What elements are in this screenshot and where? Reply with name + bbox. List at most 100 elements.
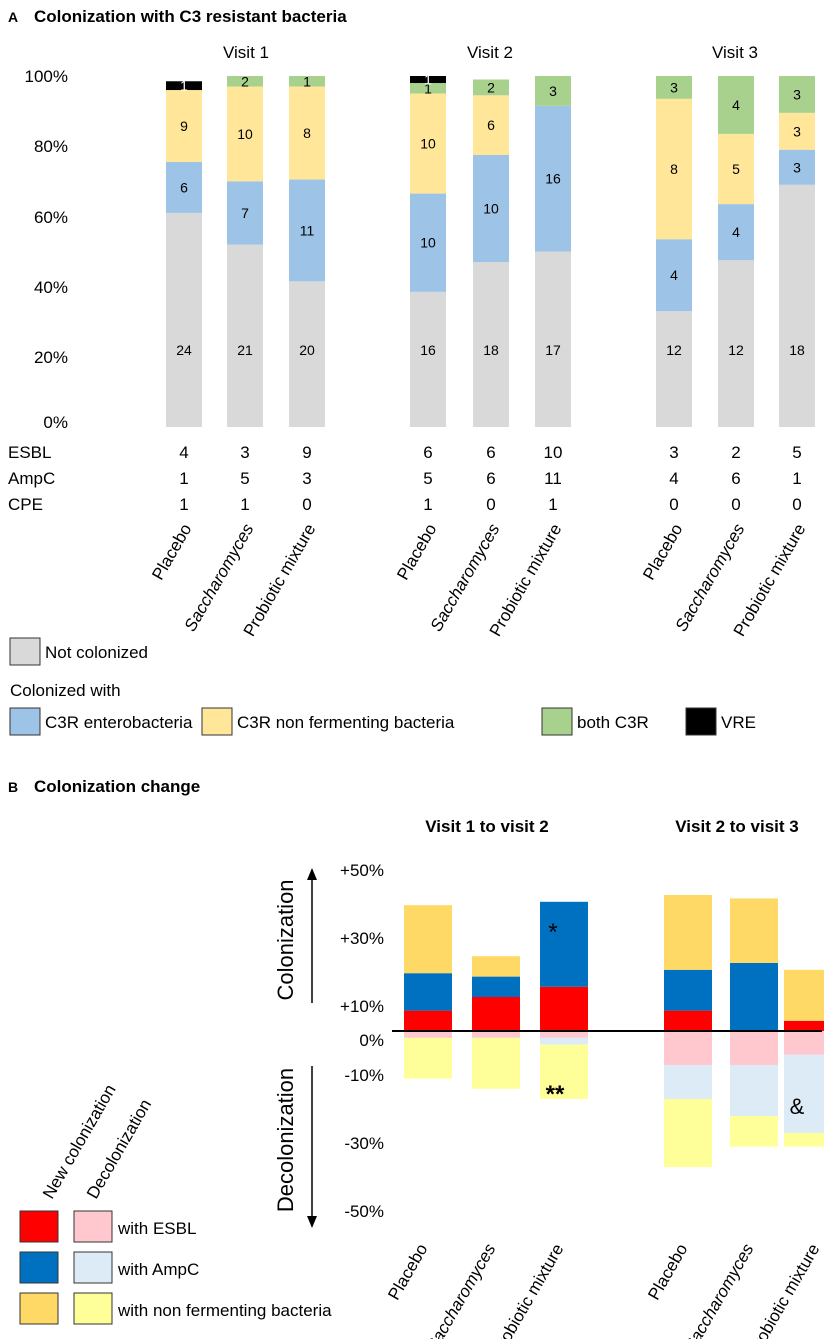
bar-count-label: 1: [303, 73, 311, 89]
bar-count-label: 1: [180, 78, 188, 94]
period-1-label: Visit 1 to visit 2: [425, 817, 548, 836]
bar-segment-decol: [664, 1099, 712, 1167]
bar-count-label: 10: [237, 126, 253, 142]
count-ampc-v3-probiotic: 1: [792, 469, 801, 488]
count-cpe-v3-probiotic: 0: [792, 495, 801, 514]
bar-count-label: 17: [545, 342, 561, 358]
bar-segment: [227, 181, 263, 245]
bar-segment-new: [540, 986, 588, 1031]
bar-count-label: 8: [303, 125, 311, 141]
bar-segment: [535, 76, 571, 106]
bar-count-label: 9: [180, 118, 188, 134]
count-cpe-v1-placebo: 1: [179, 495, 188, 514]
bar-count-label: 3: [549, 83, 557, 99]
count-ampc-v1-sacch: 5: [240, 469, 249, 488]
bar-count-label: 5: [732, 161, 740, 177]
bar-count-label: 1: [424, 80, 432, 96]
bar-count-label: 4: [670, 267, 678, 283]
bar-segment-new: [664, 895, 712, 970]
bar-count-label: 20: [299, 342, 315, 358]
bar-segment: [473, 95, 509, 155]
bar-segment-new: [730, 898, 778, 963]
b-ytick-plus30: +30%: [340, 929, 384, 948]
bar-segment-decol: [664, 1065, 712, 1099]
bar-count-label: 3: [670, 79, 678, 95]
count-ampc-v3-sacch: 6: [731, 469, 740, 488]
bar-segment-decol: [730, 1031, 778, 1065]
row-label-esbl: ESBL: [8, 443, 51, 462]
bar-segment-new: [730, 963, 778, 1031]
bar-segment-new: [540, 901, 588, 987]
bar-segment-new: [664, 969, 712, 1011]
bar-segment: [166, 81, 202, 91]
bar-segment-decol: [472, 1037, 520, 1089]
legend-new-esbl-swatch: [19, 1210, 59, 1243]
panel-b-bars: [404, 895, 824, 1167]
bar-count-label: 12: [728, 342, 744, 358]
legend-colonized-with: Colonized with: [10, 681, 121, 700]
bar-count-label: 4: [732, 224, 740, 240]
axis-decolonization-label: Decolonization: [273, 1068, 298, 1212]
row-label-ampc: AmpC: [8, 469, 55, 488]
axis-colonization-label: Colonization: [273, 879, 298, 1000]
bar-segment-decol: [784, 1054, 824, 1133]
count-esbl-v3-probiotic: 5: [792, 443, 801, 462]
bar-segment: [410, 83, 446, 94]
legend-decol-esbl-swatch: [73, 1210, 113, 1243]
bar-segment: [718, 133, 754, 205]
bar-count-label: 16: [420, 342, 436, 358]
legend-label-not-colonized: Not colonized: [45, 643, 148, 662]
bar-segment-decol: [540, 1044, 588, 1099]
count-cpe-v1-sacch: 1: [240, 495, 249, 514]
a-ytick-0: 0%: [43, 413, 68, 432]
bar-count-label: 11: [300, 222, 315, 238]
bar-segment-new: [404, 1010, 452, 1031]
bar-segment: [656, 311, 692, 427]
b-ytick-plus50: +50%: [340, 861, 384, 880]
bar-segment: [473, 79, 509, 96]
legend-swatch-vre: [685, 707, 717, 736]
legend-decol-ampc-swatch: [73, 1251, 113, 1284]
panel-b-title: Colonization change: [34, 777, 200, 796]
bar-segment-new: [664, 1010, 712, 1031]
bar-segment-decol: [730, 1065, 778, 1116]
period-2-label: Visit 2 to visit 3: [675, 817, 798, 836]
count-esbl-v1-probiotic: 9: [302, 443, 311, 462]
a-xlabel-v1-placebo: Placebo: [148, 521, 195, 584]
count-esbl-v2-probiotic: 10: [544, 443, 563, 462]
bar-segment: [473, 262, 509, 427]
bar-segment-decol: [404, 1031, 452, 1038]
legend-new-ampc-swatch: [19, 1251, 59, 1284]
a-ytick-40: 40%: [34, 278, 68, 297]
a-ytick-80: 80%: [34, 137, 68, 156]
bar-segment-decol: [540, 1031, 588, 1038]
count-cpe-v2-sacch: 0: [486, 495, 495, 514]
visit-2-label: Visit 2: [467, 43, 513, 62]
arrow-up-icon: [307, 868, 317, 880]
annotation-star: *: [548, 919, 557, 946]
bar-segment-new: [472, 956, 520, 977]
a-xlabel-v2-placebo: Placebo: [393, 521, 440, 584]
count-cpe-v2-probiotic: 1: [548, 495, 557, 514]
legend-swatch-non-fermenting: [201, 707, 233, 736]
count-esbl-v2-placebo: 6: [423, 443, 432, 462]
bar-segment-new: [784, 1020, 824, 1031]
bar-count-label: 2: [241, 73, 249, 89]
bar-count-label: 24: [176, 342, 192, 358]
bar-segment-decol: [404, 1037, 452, 1079]
legend-row-ampc: with AmpC: [117, 1260, 199, 1279]
bar-count-label: 12: [666, 342, 682, 358]
bar-segment: [166, 161, 202, 213]
a-ytick-20: 20%: [34, 348, 68, 367]
bar-segment: [779, 112, 815, 150]
b-xlabel-p2-sacch: Saccharomyces: [681, 1240, 758, 1339]
count-ampc-v3-placebo: 4: [669, 469, 678, 488]
bar-count-label: 16: [545, 171, 561, 187]
panel-a-bars: 2469121710220118116101011181062171631248…: [166, 72, 815, 427]
b-ytick-0: 0%: [359, 1031, 384, 1050]
bar-segment-decol: [664, 1031, 712, 1065]
bar-segment: [227, 86, 263, 182]
bar-segment: [779, 184, 815, 427]
count-esbl-v2-sacch: 6: [486, 443, 495, 462]
